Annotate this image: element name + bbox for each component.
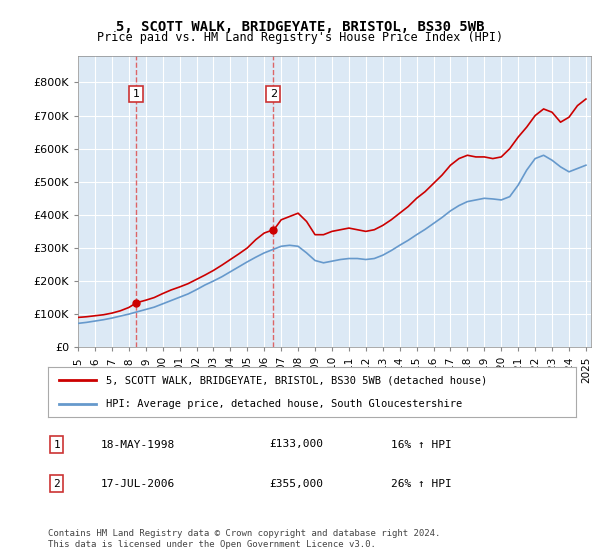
Text: 2: 2 <box>53 479 60 488</box>
Text: 2: 2 <box>270 89 277 99</box>
Text: Price paid vs. HM Land Registry's House Price Index (HPI): Price paid vs. HM Land Registry's House … <box>97 31 503 44</box>
Text: HPI: Average price, detached house, South Gloucestershire: HPI: Average price, detached house, Sout… <box>106 399 463 409</box>
Text: 26% ↑ HPI: 26% ↑ HPI <box>391 479 452 488</box>
Text: 1: 1 <box>133 89 139 99</box>
Text: 17-JUL-2006: 17-JUL-2006 <box>101 479 175 488</box>
Text: 5, SCOTT WALK, BRIDGEYATE, BRISTOL, BS30 5WB (detached house): 5, SCOTT WALK, BRIDGEYATE, BRISTOL, BS30… <box>106 375 487 385</box>
Text: 5, SCOTT WALK, BRIDGEYATE, BRISTOL, BS30 5WB: 5, SCOTT WALK, BRIDGEYATE, BRISTOL, BS30… <box>116 20 484 34</box>
Text: 1: 1 <box>53 440 60 450</box>
Text: 16% ↑ HPI: 16% ↑ HPI <box>391 440 452 450</box>
Text: £355,000: £355,000 <box>270 479 324 488</box>
Text: 18-MAY-1998: 18-MAY-1998 <box>101 440 175 450</box>
Text: Contains HM Land Registry data © Crown copyright and database right 2024.
This d: Contains HM Land Registry data © Crown c… <box>48 529 440 549</box>
Text: £133,000: £133,000 <box>270 440 324 450</box>
